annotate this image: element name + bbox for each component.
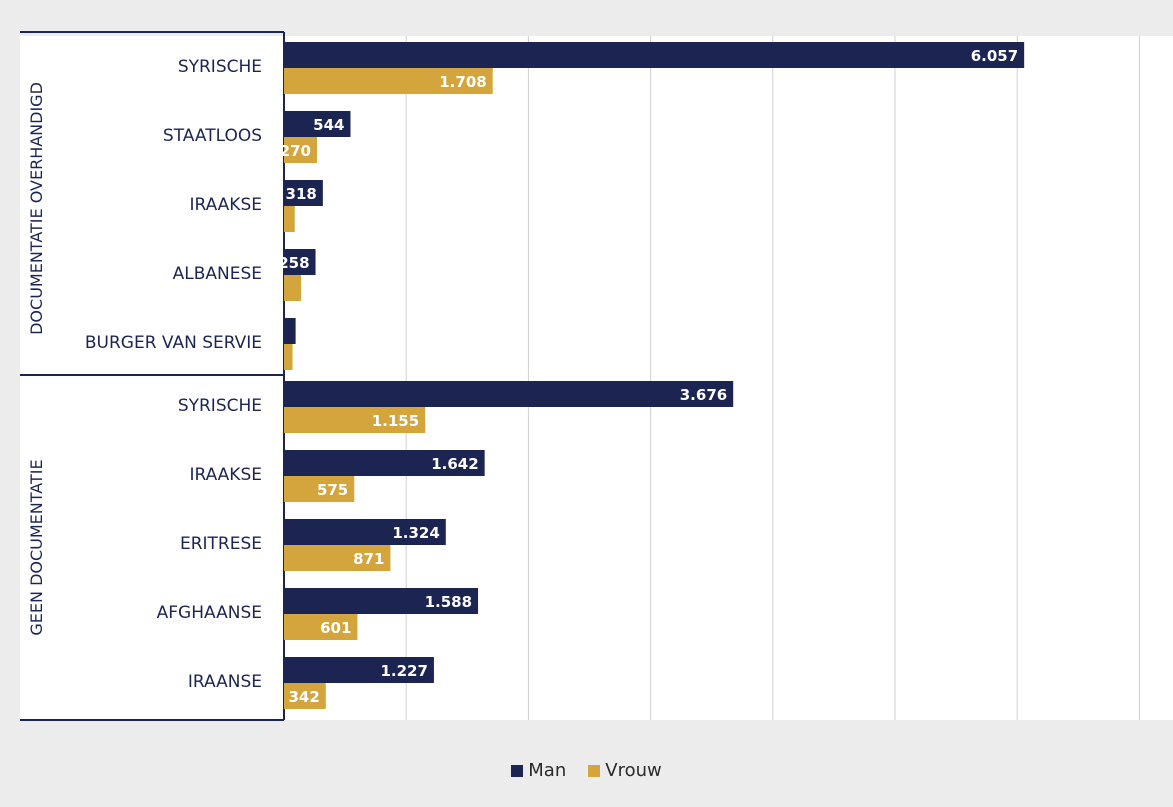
bar-vrouw (284, 275, 302, 301)
category-label: IRAAKSE (189, 465, 262, 485)
data-label-vrouw: 1.708 (439, 73, 486, 91)
data-label-man: 1.642 (431, 455, 478, 473)
bar-vrouw (284, 545, 391, 571)
plot-background (20, 36, 1173, 720)
bar-man (284, 42, 1025, 68)
bar-vrouw (284, 137, 317, 163)
category-label: STAATLOOS (163, 126, 262, 146)
data-label-man: 544 (313, 116, 344, 134)
category-label: BURGER VAN SERVIE (85, 333, 262, 353)
bar-vrouw (284, 614, 358, 640)
data-label-vrouw: 270 (280, 142, 311, 160)
legend: Man Vrouw (0, 760, 1173, 781)
category-label: IRAANSE (188, 672, 262, 692)
category-label: AFGHAANSE (157, 603, 262, 623)
data-label-vrouw: 1.155 (372, 412, 419, 430)
bar-chart: DOCUMENTATIE OVERHANDIGD SYRISCHE 6.057 1.7… (20, 31, 1173, 721)
bar-man (284, 588, 479, 614)
bar-man (284, 450, 485, 476)
data-label-vrouw: 601 (320, 619, 351, 637)
bar-man (284, 318, 296, 344)
data-label-vrouw: 575 (317, 481, 348, 499)
category-label: IRAAKSE (189, 195, 262, 215)
data-label-vrouw: 342 (288, 688, 319, 706)
bar-vrouw (284, 344, 293, 370)
group-label: GEEN DOCUMENTATIE (27, 459, 46, 635)
legend-label-man: Man (528, 760, 567, 781)
bar-man (284, 111, 351, 137)
legend-item-man: Man (511, 760, 566, 781)
data-label-man: 258 (278, 254, 309, 272)
category-label: ALBANESE (173, 264, 262, 284)
category-label: SYRISCHE (178, 396, 262, 416)
data-label-vrouw: 871 (353, 550, 384, 568)
bar-man (284, 657, 434, 683)
bar-vrouw (284, 206, 295, 232)
data-label-man: 1.227 (380, 662, 427, 680)
legend-item-vrouw: Vrouw (588, 760, 662, 781)
bar-vrouw (284, 407, 426, 433)
bar-man (284, 180, 323, 206)
bar-vrouw (284, 476, 355, 502)
bar-man (284, 381, 734, 407)
bar-vrouw (284, 683, 326, 709)
bar-man (284, 249, 316, 275)
data-label-man: 6.057 (971, 47, 1018, 65)
data-label-man: 1.588 (425, 593, 472, 611)
category-label: SYRISCHE (178, 57, 262, 77)
legend-label-vrouw: Vrouw (605, 760, 662, 781)
data-label-man: 318 (286, 185, 317, 203)
data-label-man: 3.676 (680, 386, 727, 404)
chart-svg: DOCUMENTATIE OVERHANDIGD SYRISCHE 6.057 1.7… (20, 31, 1173, 721)
legend-swatch-man (511, 764, 524, 777)
bar-vrouw (284, 68, 493, 94)
data-label-man: 1.324 (392, 524, 439, 542)
legend-swatch-vrouw (588, 764, 601, 777)
category-label: ERITRESE (180, 534, 262, 554)
group-label: DOCUMENTATIE OVERHANDIGD (27, 82, 46, 335)
bar-man (284, 519, 446, 545)
